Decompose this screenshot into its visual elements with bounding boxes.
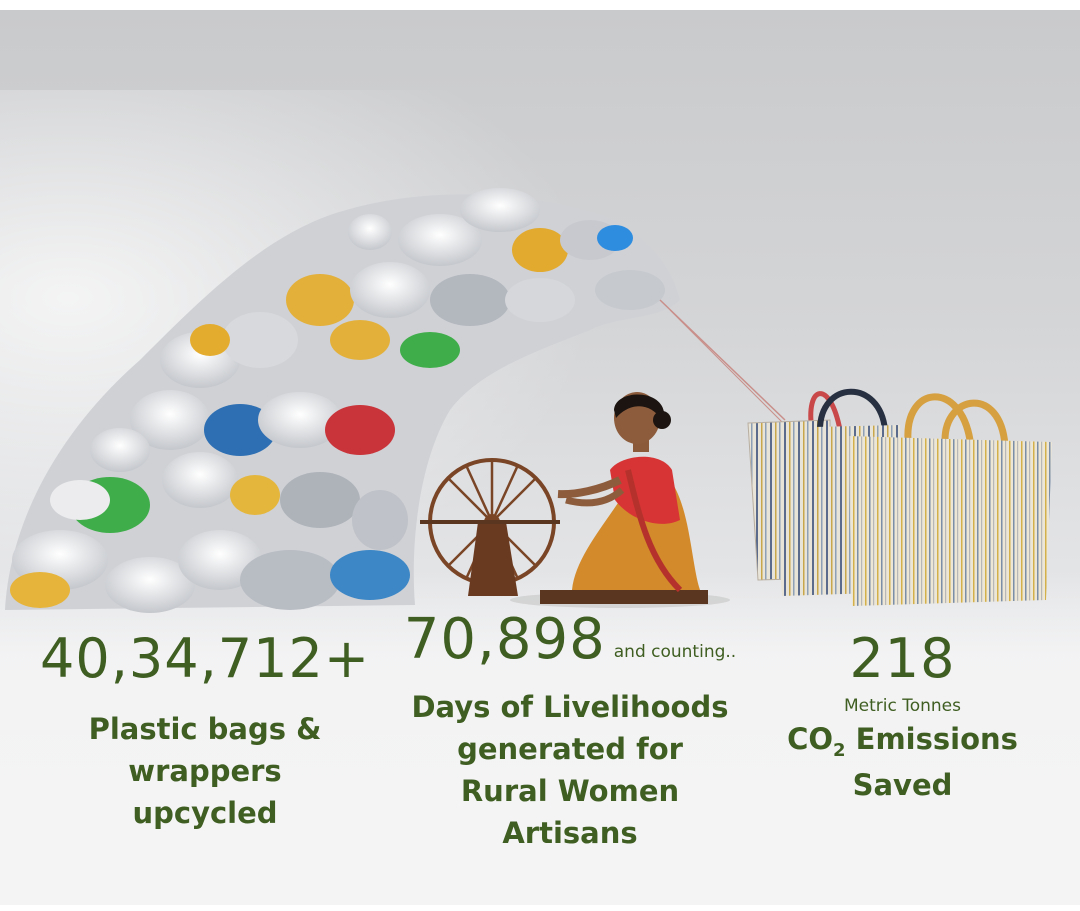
woman-artisan [557, 392, 700, 593]
livelihood-value-row: 70,898 and counting.. [390, 612, 750, 668]
plastic-bags-description: Plastic bags & wrappers upcycled [40, 708, 370, 834]
stat-co2-saved: 218 Metric Tonnes CO2 Emissions Saved [765, 632, 1040, 806]
saved-line: Saved [852, 767, 953, 802]
stat-plastic-bags: 40,34,712+ Plastic bags & wrappers upcyc… [40, 632, 370, 834]
floor [0, 570, 1080, 905]
description-line: Days of Livelihoods [411, 690, 729, 724]
co2-subscript: 2 [833, 739, 846, 761]
metric-tonnes-label: Metric Tonnes [843, 696, 962, 716]
livelihood-description: Days of Livelihoods generated for Rural … [390, 686, 750, 854]
description-line: generated for [457, 732, 683, 767]
co2-suffix: Emissions [845, 722, 1018, 756]
description-line: Artisans [502, 816, 638, 851]
woven-tote-bags [747, 388, 1052, 606]
co2-prefix: CO [787, 722, 834, 756]
description-line: wrappers [128, 754, 282, 789]
stat-livelihood-days: 70,898 and counting.. Days of Livelihood… [390, 612, 750, 854]
description-line: Rural Women [460, 774, 680, 809]
co2-emissions-line: CO2 Emissions [765, 718, 1040, 764]
plastic-bags-count: 40,34,712+ [40, 627, 371, 690]
spinning-wheel [420, 458, 730, 608]
co2-tonnes-value: 218 [849, 627, 956, 690]
description-line: Plastic bags & [88, 712, 322, 746]
plastic-waste-wave [5, 188, 791, 613]
description-line: upcycled [132, 796, 278, 831]
and-counting-label: and counting.. [613, 642, 737, 662]
livelihood-days-count: 70,898 [403, 607, 606, 672]
co2-description: CO2 Emissions Saved [765, 718, 1040, 806]
